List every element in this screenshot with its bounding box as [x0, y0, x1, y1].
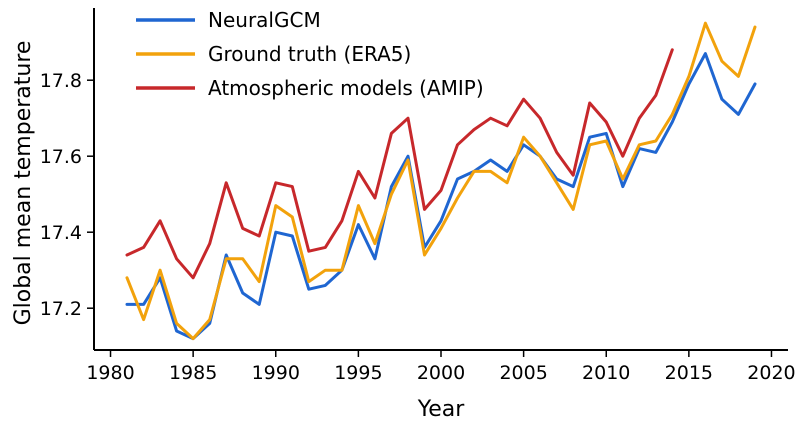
x-tick-label: 2015 [665, 362, 713, 384]
x-tick-label: 1980 [86, 362, 134, 384]
series-line-2 [125, 48, 674, 280]
x-tick-label: 2020 [747, 362, 795, 384]
x-tick-label: 2000 [417, 362, 465, 384]
x-tick-label: 1990 [252, 362, 300, 384]
legend-label: Ground truth (ERA5) [208, 42, 411, 66]
x-tick-label: 2010 [582, 362, 630, 384]
x-tick-label: 2005 [499, 362, 547, 384]
series-line-1 [125, 21, 757, 341]
y-tick-label: 17.6 [40, 146, 82, 168]
x-axis-title: Year [417, 397, 466, 422]
series-lines [125, 21, 757, 341]
x-tick-label: 1985 [169, 362, 217, 384]
ticks: 1980 1985 1990 1995 2000 2005 2010 2015 2020 17.2… [40, 70, 796, 384]
y-axis-title: Global mean temperature [11, 41, 36, 326]
y-tick-label: 17.4 [40, 222, 82, 244]
series-line-0 [125, 52, 757, 341]
legend-label: Atmospheric models (AMIP) [208, 76, 484, 100]
axes [93, 8, 788, 351]
x-tick-label: 1995 [334, 362, 382, 384]
y-tick-label: 17.2 [40, 298, 82, 320]
legend: NeuralGCM Ground truth (ERA5) Atmospheric … [136, 8, 484, 100]
y-tick-label: 17.8 [40, 70, 82, 92]
legend-label: NeuralGCM [208, 8, 321, 32]
